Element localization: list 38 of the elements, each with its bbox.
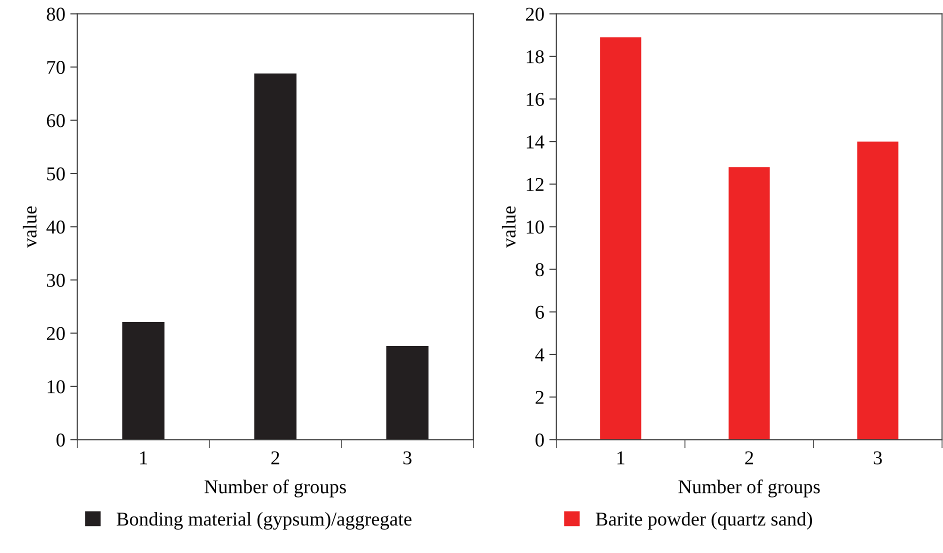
x-tick-label: 1 bbox=[618, 451, 624, 464]
y-tick-label: 16 bbox=[526, 92, 544, 106]
y-tick-label: 14 bbox=[526, 135, 544, 148]
x-tick-label: 3 bbox=[403, 451, 412, 464]
y-tick-label: 4 bbox=[535, 348, 544, 362]
y-tick-label: 10 bbox=[48, 380, 65, 394]
y-tick-label: 50 bbox=[47, 167, 65, 180]
y-axis-title: value bbox=[22, 206, 37, 248]
x-axis-title: Number of groups bbox=[678, 479, 820, 498]
y-tick-label: 70 bbox=[47, 60, 65, 74]
y-tick-label: 2 bbox=[536, 390, 544, 404]
bar bbox=[386, 346, 428, 440]
bar bbox=[728, 167, 770, 440]
y-tick-label: 12 bbox=[526, 178, 544, 191]
y-tick-label: 10 bbox=[526, 220, 544, 234]
bar bbox=[254, 73, 296, 440]
x-tick-label: 2 bbox=[745, 451, 753, 464]
y-tick-label: 80 bbox=[46, 8, 65, 21]
legend-label: Bonding material (gypsum)/aggregate bbox=[116, 512, 412, 530]
x-axis-title: Number of groups bbox=[204, 479, 346, 498]
bar bbox=[122, 322, 164, 440]
y-tick-label: 8 bbox=[536, 263, 544, 276]
bar bbox=[857, 142, 898, 440]
legend-label: Barite powder (quartz sand) bbox=[596, 512, 812, 530]
y-axis-title: value bbox=[502, 206, 516, 248]
y-tick-label: 20 bbox=[46, 327, 65, 340]
y-tick-label: 0 bbox=[536, 433, 544, 447]
x-tick-label: 2 bbox=[271, 451, 280, 464]
x-tick-label: 1 bbox=[140, 451, 148, 464]
y-tick-label: 18 bbox=[526, 50, 544, 64]
y-tick-label: 6 bbox=[536, 306, 544, 319]
y-tick-label: 60 bbox=[46, 114, 65, 128]
x-tick-label: 3 bbox=[874, 451, 882, 464]
bar bbox=[600, 37, 642, 440]
y-tick-label: 0 bbox=[56, 433, 65, 447]
y-tick-label: 40 bbox=[46, 220, 65, 234]
y-tick-label: 20 bbox=[526, 8, 544, 21]
y-tick-label: 30 bbox=[47, 274, 65, 287]
